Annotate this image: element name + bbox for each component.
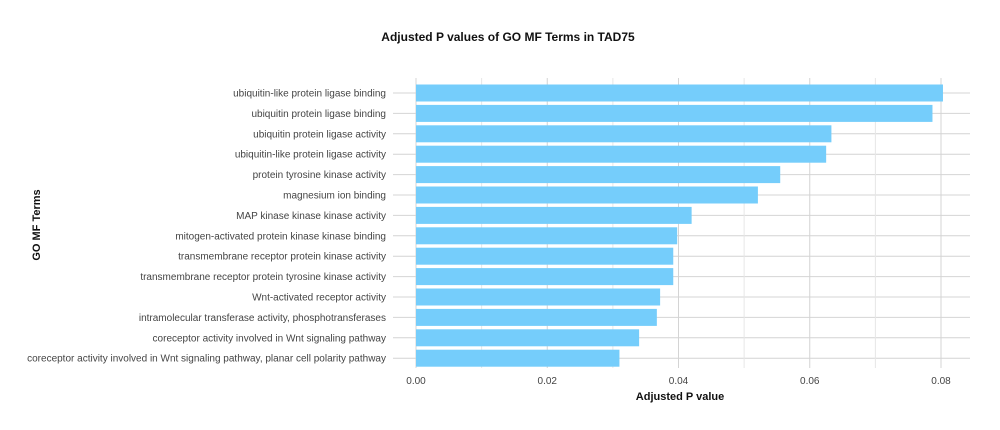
category-label: ubiquitin-like protein ligase binding (233, 89, 386, 100)
bar (416, 349, 620, 367)
category-label: intramolecular transferase activity, pho… (139, 313, 386, 324)
category-label: mitogen-activated protein kinase kinase … (175, 231, 386, 242)
category-label: MAP kinase kinase kinase activity (236, 211, 386, 222)
x-tick-label: 0.02 (538, 376, 558, 387)
category-labels: ubiquitin-like protein ligase binding ubi… (27, 89, 386, 365)
chart-title: Adjusted P values of GO MF Terms in TAD7… (381, 30, 635, 44)
category-label: transmembrane receptor protein kinase ac… (178, 252, 386, 263)
bar (416, 84, 943, 102)
bar (416, 268, 674, 286)
bar (416, 125, 832, 143)
x-tick-label: 0.04 (669, 376, 689, 387)
bar (416, 227, 678, 245)
category-label: protein tyrosine kinase activity (253, 170, 386, 181)
y-axis-title: GO MF Terms (31, 189, 43, 260)
bar (416, 288, 661, 306)
category-label: magnesium ion binding (283, 191, 386, 202)
bar (416, 206, 692, 224)
category-label: ubiquitin-like protein ligase activity (235, 150, 386, 161)
bar (416, 308, 657, 326)
bar-layer (416, 84, 943, 367)
category-label: ubiquitin protein ligase binding (251, 109, 386, 120)
bar (416, 186, 758, 204)
x-tick-labels: 0.00 0.02 0.04 0.06 0.08 (406, 376, 951, 387)
bar (416, 104, 933, 122)
bar (416, 247, 674, 265)
x-tick-label: 0.08 (931, 376, 951, 387)
x-tick-label: 0.06 (800, 376, 820, 387)
category-label: ubiquitin protein ligase activity (253, 129, 386, 140)
bar (416, 166, 781, 184)
category-label: Wnt-activated receptor activity (252, 293, 386, 304)
category-label: coreceptor activity involved in Wnt sign… (153, 333, 386, 344)
category-label: transmembrane receptor protein tyrosine … (140, 272, 386, 283)
bar (416, 329, 640, 347)
bar (416, 145, 827, 163)
category-label: coreceptor activity involved in Wnt sign… (27, 354, 386, 365)
x-tick-label: 0.00 (406, 376, 426, 387)
x-axis-title: Adjusted P value (636, 391, 724, 403)
